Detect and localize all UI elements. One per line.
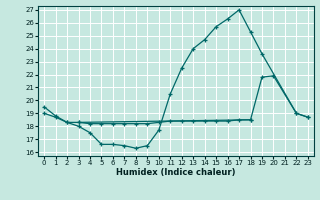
X-axis label: Humidex (Indice chaleur): Humidex (Indice chaleur) bbox=[116, 168, 236, 177]
